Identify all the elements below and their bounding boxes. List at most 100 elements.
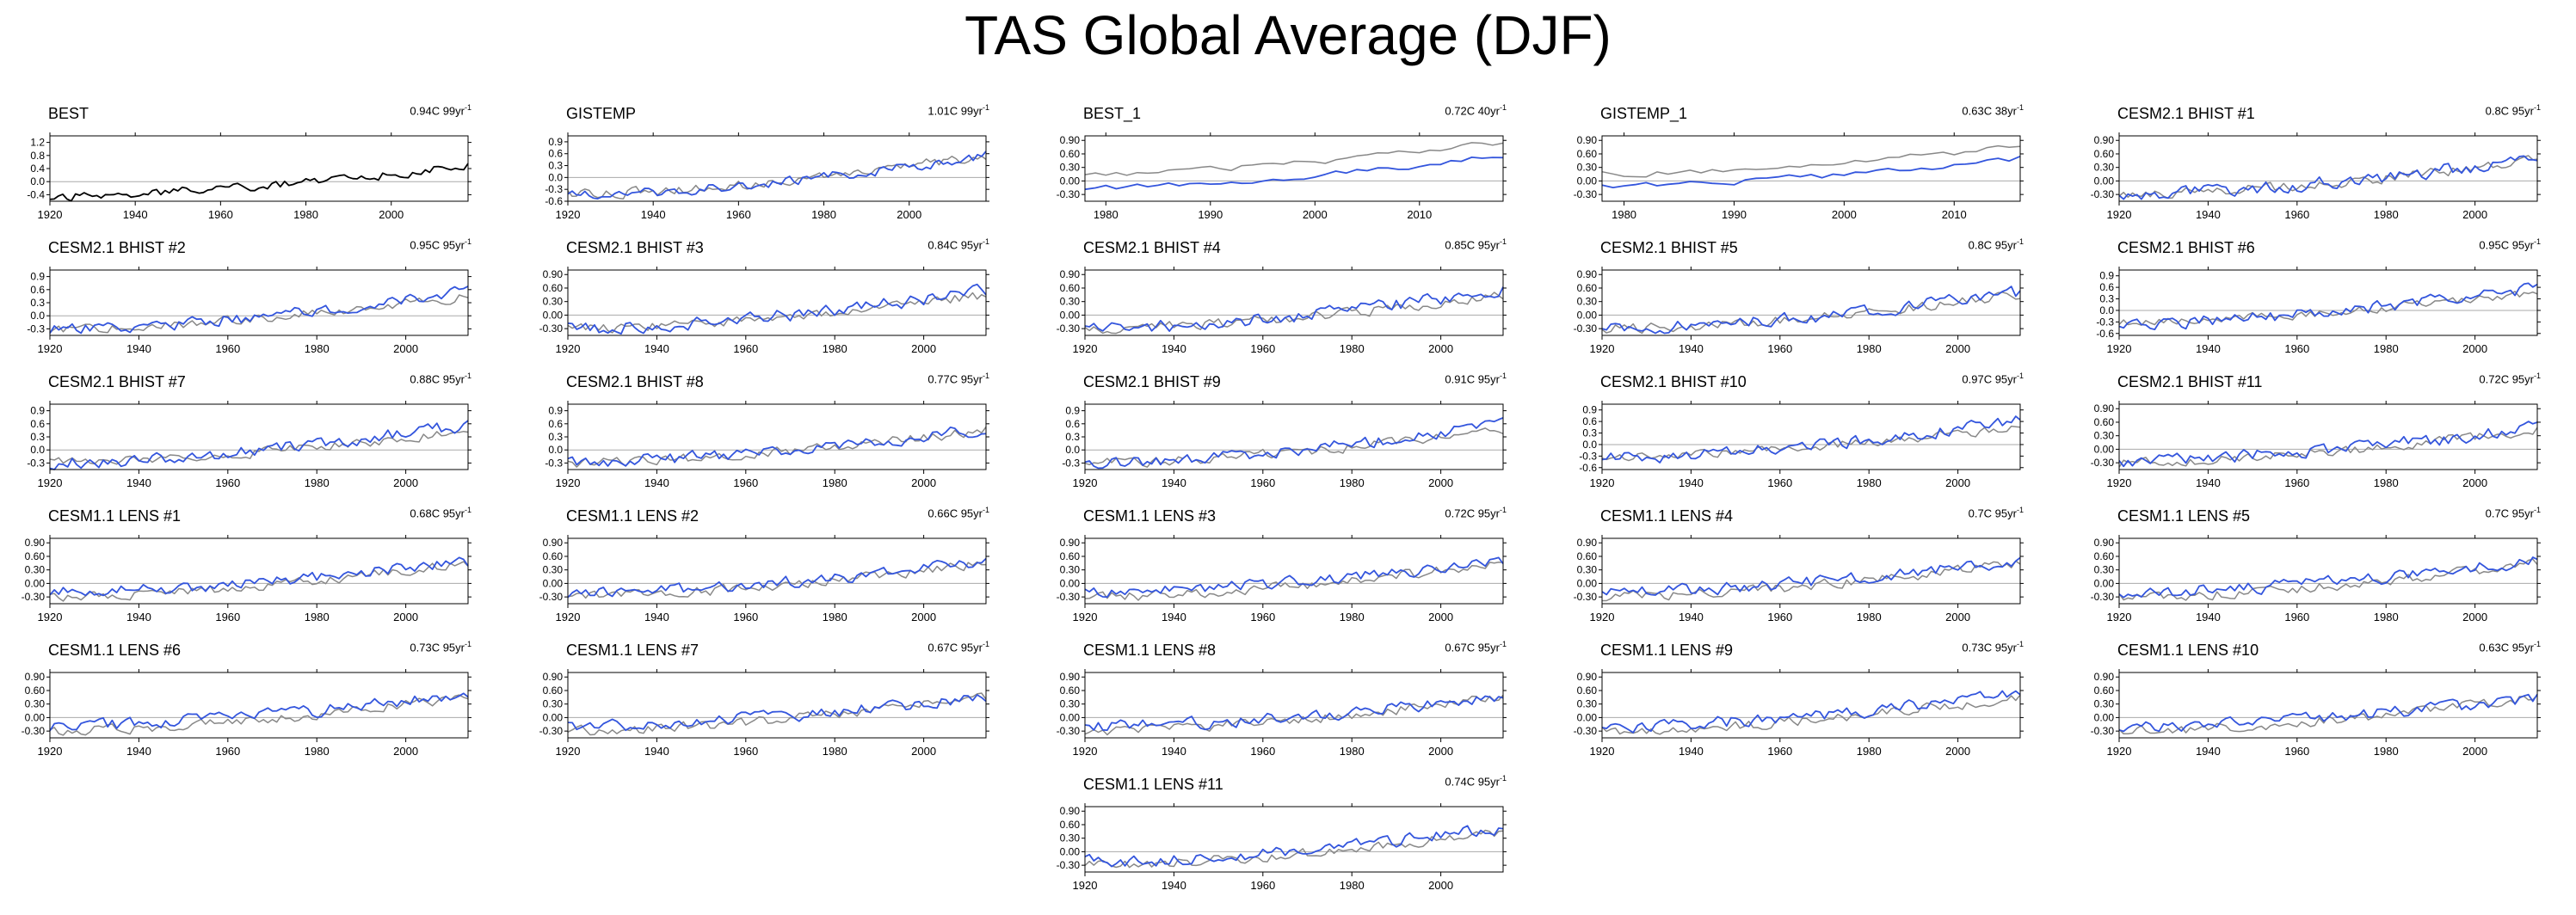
- chart-svg: -0.6-0.30.00.30.60.9 1920 1940 1960 1980 2000: [1579, 401, 2024, 489]
- y-tick-label: 0.30: [1577, 698, 1598, 710]
- x-tick-label: 1980: [2374, 208, 2399, 221]
- y-tick-label: 0.6: [2099, 281, 2114, 293]
- y-tick-label: 0.00: [1060, 845, 1081, 857]
- x-tick-label: 1940: [1162, 476, 1186, 489]
- x-tick-label: 1920: [556, 745, 581, 758]
- y-tick-label: -0.30: [1574, 725, 1598, 737]
- panel-title: CESM1.1 LENS #10: [2117, 642, 2259, 659]
- x-tick-label: 1940: [2196, 611, 2221, 623]
- y-tick-label: -0.6: [1579, 462, 1597, 474]
- y-tick-label: 0.9: [2099, 270, 2114, 282]
- plot-frame: [567, 135, 987, 202]
- y-tick-label: 0.60: [543, 550, 564, 562]
- y-tick-label: -0.30: [1057, 859, 1081, 871]
- y-tick-label: 0.90: [543, 537, 564, 549]
- x-tick-label: 1960: [1250, 476, 1275, 489]
- trend-label: 0.85C 95yr-1: [1445, 237, 1507, 251]
- x-tick-label: 1920: [556, 476, 581, 489]
- x-tick-label: 1980: [1340, 342, 1365, 355]
- x-tick-label: 1940: [644, 342, 669, 355]
- plot-frame: [2118, 269, 2538, 336]
- series-line: [49, 294, 469, 334]
- x-tick-label: 2010: [1942, 208, 1967, 221]
- plot-frame: [1084, 806, 1504, 873]
- y-tick-label: 0.30: [1060, 162, 1081, 174]
- x-tick-label: 1960: [2284, 745, 2309, 758]
- x-tick-label: 1940: [2196, 342, 2221, 355]
- y-tick-label: 0.3: [1582, 427, 1597, 439]
- trend-value: 0.97C 95yr: [1962, 372, 2017, 386]
- trend-exponent: -1: [1499, 774, 1507, 783]
- y-tick-label: 0.00: [1577, 309, 1598, 321]
- x-tick-label: 1960: [1767, 611, 1792, 623]
- y-tick-label: 0.90: [1060, 671, 1081, 683]
- y-tick-label: -0.30: [22, 591, 46, 603]
- plot-frame: [567, 269, 987, 336]
- y-tick-label: 0.0: [548, 171, 563, 183]
- x-tick-label: 1960: [733, 342, 758, 355]
- x-tick-label: 1920: [2107, 208, 2132, 221]
- y-tick-label: 0.60: [25, 685, 46, 697]
- y-tick-label: 0.60: [543, 282, 564, 294]
- trend-value: 0.7C 95yr: [1968, 507, 2017, 520]
- x-tick-label: 1920: [38, 745, 63, 758]
- chart-panel: CESM2.1 BHIST #7 0.88C 95yr-1 -0.3 0.0 0.3 0.…: [0, 372, 516, 494]
- x-tick-label: 2000: [911, 611, 936, 623]
- y-tick-label: 0.90: [2094, 537, 2115, 549]
- x-tick-label: 1940: [126, 611, 151, 623]
- x-tick-label: 1960: [2284, 342, 2309, 355]
- x-tick-label: 2000: [911, 476, 936, 489]
- x-tick-label: 2000: [1945, 342, 1970, 355]
- x-tick-label: 1940: [1162, 611, 1186, 623]
- y-tick-label: -0.6: [2096, 328, 2114, 340]
- x-tick-label: 2000: [2462, 611, 2487, 623]
- x-tick-label: 1960: [1250, 611, 1275, 623]
- x-tick-label: 1920: [556, 611, 581, 623]
- trend-value: 0.95C 95yr: [410, 238, 465, 252]
- x-tick-label: 1980: [823, 476, 847, 489]
- y-tick-label: -0.3: [27, 322, 45, 335]
- y-tick-label: 0.30: [543, 296, 564, 308]
- trend-exponent: -1: [464, 372, 471, 380]
- series-line: [1601, 556, 2021, 596]
- x-tick-label: 1940: [2196, 745, 2221, 758]
- trend-value: 0.8C 95yr: [1968, 238, 2017, 252]
- trend-value: 0.91C 95yr: [1445, 372, 1500, 386]
- x-tick-label: 1980: [2374, 342, 2399, 355]
- y-tick-label: 0.00: [1577, 577, 1598, 589]
- y-tick-label: -0.30: [1574, 188, 1598, 200]
- y-tick-label: 0.60: [1060, 685, 1081, 697]
- trend-label: 0.66C 95yr-1: [927, 506, 989, 519]
- y-tick-label: 0.90: [2094, 402, 2115, 415]
- x-tick-label: 1960: [1767, 745, 1792, 758]
- series-line: [567, 150, 987, 200]
- x-tick-label: 2000: [2462, 342, 2487, 355]
- y-tick-label: -0.30: [539, 725, 564, 737]
- trend-exponent: -1: [464, 506, 471, 514]
- panel-title: CESM1.1 LENS #11: [1083, 776, 1223, 793]
- x-tick-label: 1920: [38, 208, 63, 221]
- chart-svg: -0.30.00.30.60.9 1920 1940 1960 1980 2000: [27, 267, 471, 355]
- series-line: [567, 427, 987, 468]
- trend-exponent: -1: [2533, 640, 2541, 648]
- x-tick-label: 1960: [733, 745, 758, 758]
- panel-title: CESM2.1 BHIST #5: [1600, 239, 1738, 256]
- y-tick-label: 0.00: [1577, 175, 1598, 187]
- y-tick-label: 0.60: [1577, 685, 1598, 697]
- panel-title: CESM1.1 LENS #5: [2117, 507, 2251, 525]
- chart-panel: CESM1.1 LENS #4 0.7C 95yr-1 -0.30 0.00 0.30 0…: [1552, 506, 2068, 628]
- x-tick-label: 1920: [2107, 611, 2132, 623]
- x-tick-label: 2000: [393, 476, 418, 489]
- x-tick-label: 1960: [215, 611, 240, 623]
- y-tick-label: 0.30: [1060, 832, 1081, 844]
- y-tick-label: 0.90: [2094, 671, 2115, 683]
- x-tick-label: 2000: [1428, 342, 1453, 355]
- plot-frame: [1084, 135, 1504, 202]
- trend-label: 0.77C 95yr-1: [927, 372, 989, 385]
- y-tick-label: -0.30: [1574, 591, 1598, 603]
- chart-panel: GISTEMP_1 0.63C 38yr-1 -0.30 0.00 0.30 0.60 0.…: [1552, 103, 2068, 225]
